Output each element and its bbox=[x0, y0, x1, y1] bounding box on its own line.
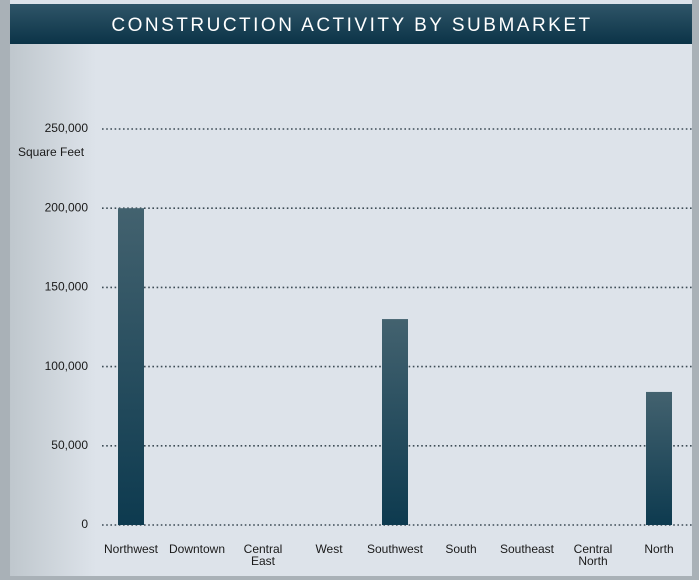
bar bbox=[118, 208, 144, 525]
left-strip bbox=[10, 44, 96, 576]
chart-title: CONSTRUCTION ACTIVITY BY SUBMARKET bbox=[111, 15, 592, 36]
x-tick-label: Southwest bbox=[366, 542, 424, 556]
bar bbox=[382, 319, 408, 525]
y-tick-label: 150,000 bbox=[45, 280, 89, 294]
x-tick-label: Northwest bbox=[103, 542, 159, 556]
x-tick-label: Southeast bbox=[499, 542, 555, 556]
bar bbox=[646, 391, 672, 525]
y-tick-label: 0 bbox=[81, 517, 88, 531]
title-banner bbox=[10, 4, 692, 44]
y-tick-label: 100,000 bbox=[45, 359, 89, 373]
y-tick-label: 200,000 bbox=[45, 200, 89, 214]
y-tick-label: 250,000 bbox=[45, 121, 89, 135]
x-tick-label: West bbox=[315, 542, 343, 556]
y-axis-label: Square Feet bbox=[18, 145, 85, 159]
y-tick-label: 50,000 bbox=[51, 438, 88, 452]
x-tick-label: Central North bbox=[573, 542, 613, 568]
x-tick-label: North bbox=[644, 542, 674, 556]
x-tick-label: South bbox=[445, 542, 477, 556]
x-tick-label: Downtown bbox=[168, 542, 226, 556]
x-tick-label: Central East bbox=[243, 542, 283, 568]
